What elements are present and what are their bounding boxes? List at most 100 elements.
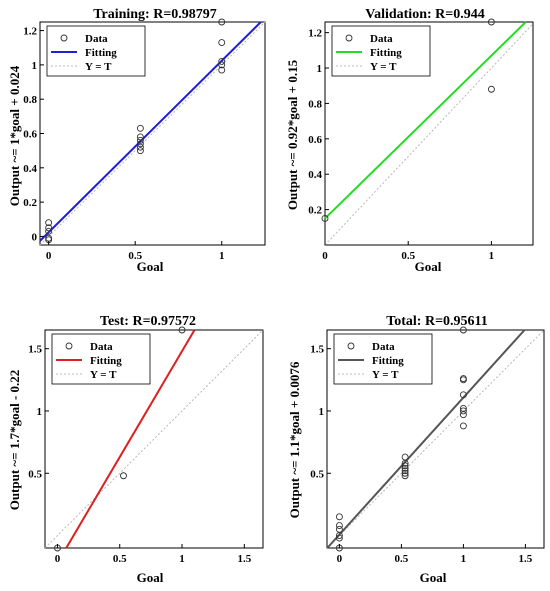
validation-ylabel: Output ~= 0.92*goal + 0.15 — [285, 59, 300, 210]
validation-title: Validation: R=0.944 — [365, 7, 484, 22]
test-legend-data-marker — [65, 342, 73, 350]
training-legend-identity-label: Y = T — [85, 61, 112, 73]
total-legend-data-marker — [347, 342, 355, 350]
total-data-point — [335, 534, 343, 542]
total-fitting-line — [326, 329, 526, 549]
validation-data-point — [321, 215, 329, 222]
validation-ytick-label: 0.2 — [308, 205, 322, 217]
total-points — [335, 326, 467, 552]
validation-data-point — [487, 85, 495, 93]
total-xticks: 0 0.5 1 1.5 — [337, 544, 533, 565]
training-title: Training: R=0.98797 — [93, 7, 217, 22]
training-xtick-label: 1 — [219, 250, 225, 262]
total-legend-fitting-label: Fitting — [372, 355, 404, 367]
training-ytick-label: 1.2 — [23, 26, 37, 38]
total-data-point — [401, 464, 409, 472]
validation-lines — [324, 21, 534, 246]
training-data-point — [218, 58, 226, 65]
training-lines — [39, 21, 266, 246]
validation-legend-data-marker — [345, 34, 353, 42]
total-legend-data-label: Data — [372, 341, 395, 353]
training-data-point — [136, 133, 144, 141]
test-yticks: 0.5 1 1.5 — [28, 344, 49, 480]
test-title: Test: R=0.97572 — [100, 314, 196, 329]
training-ylabel: Output ~= 1*goal + 0.024 — [7, 65, 22, 206]
total-data-point — [335, 532, 343, 539]
training-data-point — [136, 143, 144, 151]
training-data-point — [136, 140, 144, 148]
total-data-point — [335, 513, 343, 521]
total-data-point — [459, 411, 467, 419]
training-ytick-label: 0.4 — [23, 163, 37, 175]
test-legend-data-label: Data — [90, 341, 113, 353]
training-xtick-label: 0.5 — [128, 250, 142, 262]
test-panel: Test: R=0.97572 0 0.5 1 1.5 0.5 1 1.5 Goal Ou… — [7, 314, 264, 585]
training-data-point — [136, 147, 144, 155]
training-yticks: 0 0.2 0.4 0.6 0.8 1 1.2 — [23, 26, 44, 243]
training-data-point — [218, 61, 226, 69]
training-ytick-label: 0.6 — [23, 129, 37, 141]
test-xtick-label: 0 — [55, 553, 61, 565]
validation-legend-identity-label: Y = T — [370, 61, 397, 73]
test-xticks: 0 0.5 1 1.5 — [55, 544, 252, 565]
total-ytick-label: 1 — [319, 406, 325, 418]
validation-xtick-label: 0.5 — [401, 250, 415, 262]
total-ytick-label: 0.5 — [310, 468, 324, 480]
validation-ytick-label: 0.6 — [308, 134, 322, 146]
validation-panel: Validation: R=0.944 0 0.5 1 0.20.40.60.811… — [285, 7, 534, 274]
training-data-point — [45, 224, 53, 232]
test-identity-line — [44, 329, 264, 549]
validation-xticks: 0 0.5 1 — [322, 241, 494, 262]
validation-legend: Data Fitting Y = T — [331, 25, 431, 77]
test-xtick-label: 1.5 — [237, 553, 251, 565]
training-data-point — [218, 39, 226, 47]
validation-legend-data-label: Data — [370, 33, 393, 45]
training-legend-data-marker — [60, 34, 68, 42]
total-title: Total: R=0.95611 — [386, 314, 488, 329]
training-ytick-label: 0.2 — [23, 197, 37, 209]
training-xlabel: Goal — [137, 259, 164, 274]
training-ytick-label: 1 — [32, 60, 38, 72]
validation-ytick-label: 0.8 — [308, 98, 322, 110]
total-data-point — [459, 391, 467, 399]
test-ytick-label: 1 — [37, 406, 43, 418]
total-data-point — [401, 459, 409, 467]
total-legend: Data Fitting Y = T — [333, 333, 433, 385]
training-data-point — [45, 219, 53, 227]
validation-xtick-label: 0 — [322, 250, 328, 262]
total-lines — [326, 329, 545, 549]
training-data-point — [136, 124, 144, 132]
validation-yticks: 0.2 0.4 0.6 0.8 1 1.2 — [308, 28, 329, 217]
test-xtick-label: 1 — [179, 553, 185, 565]
training-data-point — [218, 18, 226, 26]
test-data-point — [120, 472, 127, 480]
training-panel: Training: R=0.98797 0 0.5 1 00.20.40.60.81… — [7, 7, 266, 274]
validation-xtick-label: 1 — [489, 250, 495, 262]
test-fitting-line — [65, 329, 196, 549]
training-legend: Data Fitting Y = T — [46, 25, 146, 77]
training-data-point — [45, 227, 53, 235]
total-data-point — [459, 376, 467, 384]
total-legend-identity-label: Y = T — [372, 369, 399, 381]
validation-ytick-label: 0.4 — [308, 169, 322, 181]
training-points — [45, 18, 226, 244]
training-ytick-label: 0 — [32, 231, 38, 243]
total-data-point — [401, 467, 409, 475]
total-data-point — [401, 469, 409, 477]
test-legend-fitting-label: Fitting — [90, 355, 122, 367]
test-ytick-label: 0.5 — [28, 468, 42, 480]
training-legend-data-label: Data — [85, 33, 108, 45]
training-data-point — [218, 66, 226, 74]
total-xtick-label: 0.5 — [395, 553, 409, 565]
test-legend: Data Fitting Y = T — [51, 333, 151, 385]
test-ytick-label: 1.5 — [28, 344, 42, 356]
total-xtick-label: 0 — [337, 553, 343, 565]
validation-legend-fitting-label: Fitting — [370, 47, 402, 59]
test-xtick-label: 0.5 — [113, 553, 127, 565]
total-data-point — [401, 472, 409, 480]
training-xticks: 0 0.5 1 — [46, 241, 225, 262]
training-data-point — [136, 136, 144, 144]
training-identity-line — [39, 21, 266, 246]
training-xtick-label: 0 — [46, 250, 52, 262]
